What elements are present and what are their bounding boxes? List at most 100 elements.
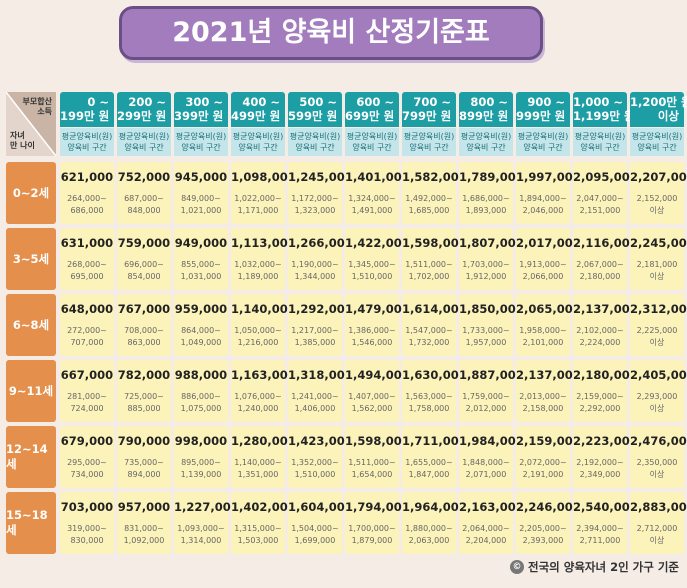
income-column-header: 0 ~ 199만 원 평균양육비(원) 양육비 구간 <box>60 92 114 156</box>
table-cell: 1,850,000 1,733,000~ 1,957,000 <box>459 294 524 356</box>
income-range-label: 1,000 ~ 1,199만 원 <box>573 92 635 127</box>
average-support-value: 1,614,000 <box>402 302 467 316</box>
column-sublabel: 평균양육비(원) 양육비 구간 <box>288 128 342 156</box>
support-range-value: 272,000~ 707,000 <box>67 326 107 347</box>
average-support-value: 2,137,000 <box>573 302 638 316</box>
table-cell: 759,000 696,000~ 854,000 <box>117 228 171 290</box>
average-support-value: 2,246,000 <box>516 500 581 514</box>
average-support-value: 752,000 <box>117 170 171 184</box>
income-column-header: 300 ~ 399만 원 평균양육비(원) 양육비 구간 <box>174 92 228 156</box>
column-sublabel: 평균양육비(원) 양육비 구간 <box>402 128 456 156</box>
table-cell: 988,000 886,000~ 1,075,000 <box>174 360 228 422</box>
table-cell: 1,794,000 1,700,000~ 1,879,000 <box>345 492 410 554</box>
average-support-value: 1,964,000 <box>402 500 467 514</box>
income-column-header: 900 ~ 999만 원 평균양육비(원) 양육비 구간 <box>516 92 570 156</box>
income-column-header: 700 ~ 799만 원 평균양육비(원) 양육비 구간 <box>402 92 456 156</box>
average-support-value: 2,017,000 <box>516 236 581 250</box>
average-support-value: 998,000 <box>174 434 228 448</box>
table-cell: 1,598,000 1,511,000~ 1,702,000 <box>402 228 467 290</box>
support-range-value: 2,072,000~ 2,191,000 <box>519 458 567 479</box>
support-range-value: 2,181,000 이상 <box>636 260 678 281</box>
support-range-value: 1,958,000~ 2,101,000 <box>519 326 567 347</box>
average-support-value: 1,098,000 <box>231 170 296 184</box>
average-support-value: 782,000 <box>117 368 171 382</box>
support-range-value: 725,000~ 885,000 <box>124 392 164 413</box>
average-support-value: 667,000 <box>60 368 114 382</box>
corner-age-label: 자녀 만 나이 <box>10 131 35 150</box>
table-cell: 2,017,000 1,913,000~ 2,066,000 <box>516 228 581 290</box>
support-range-value: 2,225,000 이상 <box>636 326 678 347</box>
table-corner-header: 부모합산 소득 자녀 만 나이 <box>6 92 56 156</box>
average-support-value: 2,180,000 <box>573 368 638 382</box>
table-cell: 1,997,000 1,894,000~ 2,046,000 <box>516 162 581 224</box>
table-cell: 2,065,000 1,958,000~ 2,101,000 <box>516 294 581 356</box>
column-sublabel: 평균양육비(원) 양육비 구간 <box>516 128 570 156</box>
table-cell: 1,266,000 1,190,000~ 1,344,000 <box>288 228 353 290</box>
support-range-value: 2,102,000~ 2,224,000 <box>576 326 624 347</box>
average-support-value: 945,000 <box>174 170 228 184</box>
average-support-value: 790,000 <box>117 434 171 448</box>
average-support-value: 1,598,000 <box>402 236 467 250</box>
support-range-value: 2,047,000~ 2,151,000 <box>576 194 624 215</box>
support-range-value: 1,172,000~ 1,323,000 <box>291 194 339 215</box>
support-range-value: 1,913,000~ 2,066,000 <box>519 260 567 281</box>
table-cell: 2,245,000 2,181,000 이상 <box>630 228 687 290</box>
table-cell: 1,318,000 1,241,000~ 1,406,000 <box>288 360 353 422</box>
diagonal-divider <box>6 92 56 156</box>
support-range-value: 1,190,000~ 1,344,000 <box>291 260 339 281</box>
average-support-value: 1,711,000 <box>402 434 467 448</box>
table-cell: 949,000 855,000~ 1,031,000 <box>174 228 228 290</box>
support-range-value: 1,315,000~ 1,503,000 <box>234 524 282 545</box>
age-row-header: 6~8세 <box>6 294 56 356</box>
table-cell: 703,000 319,000~ 830,000 <box>60 492 114 554</box>
average-support-value: 703,000 <box>60 500 114 514</box>
average-support-value: 2,476,000 <box>630 434 687 448</box>
table-cell: 998,000 895,000~ 1,139,000 <box>174 426 228 488</box>
support-range-value: 1,655,000~ 1,847,000 <box>405 458 453 479</box>
table-cell: 1,598,000 1,511,000~ 1,654,000 <box>345 426 410 488</box>
column-sublabel: 평균양육비(원) 양육비 구간 <box>117 128 171 156</box>
support-range-value: 268,000~ 695,000 <box>67 260 107 281</box>
table-cell: 1,140,000 1,050,000~ 1,216,000 <box>231 294 296 356</box>
average-support-value: 988,000 <box>174 368 228 382</box>
average-support-value: 1,604,000 <box>288 500 353 514</box>
table-cell: 1,887,000 1,759,000~ 2,012,000 <box>459 360 524 422</box>
table-cell: 2,116,000 2,067,000~ 2,180,000 <box>573 228 638 290</box>
table-cell: 679,000 295,000~ 734,000 <box>60 426 114 488</box>
average-support-value: 959,000 <box>174 302 228 316</box>
table-cell: 945,000 849,000~ 1,021,000 <box>174 162 228 224</box>
support-range-value: 2,013,000~ 2,158,000 <box>519 392 567 413</box>
table-cell: 1,401,000 1,324,000~ 1,491,000 <box>345 162 410 224</box>
average-support-value: 1,479,000 <box>345 302 410 316</box>
income-range-label: 0 ~ 199만 원 <box>60 92 114 127</box>
age-row-header: 9~11세 <box>6 360 56 422</box>
support-range-value: 1,880,000~ 2,063,000 <box>405 524 453 545</box>
income-range-label: 1,200만 원 이상 <box>630 92 687 127</box>
average-support-value: 957,000 <box>117 500 171 514</box>
support-range-value: 2,064,000~ 2,204,000 <box>462 524 510 545</box>
table-cell: 2,540,000 2,394,000~ 2,711,000 <box>573 492 638 554</box>
table-cell: 2,180,000 2,159,000~ 2,292,000 <box>573 360 638 422</box>
table-cell: 1,163,000 1,076,000~ 1,240,000 <box>231 360 296 422</box>
average-support-value: 1,266,000 <box>288 236 353 250</box>
income-range-label: 600 ~ 699만 원 <box>345 92 399 127</box>
table-cell: 790,000 735,000~ 894,000 <box>117 426 171 488</box>
table-cell: 1,494,000 1,407,000~ 1,562,000 <box>345 360 410 422</box>
income-column-header: 800 ~ 899만 원 평균양육비(원) 양육비 구간 <box>459 92 513 156</box>
average-support-value: 1,163,000 <box>231 368 296 382</box>
column-sublabel: 평균양육비(원) 양육비 구간 <box>573 128 627 156</box>
average-support-value: 1,402,000 <box>231 500 296 514</box>
support-range-value: 1,733,000~ 1,957,000 <box>462 326 510 347</box>
support-range-value: 1,511,000~ 1,702,000 <box>405 260 453 281</box>
table-cell: 1,604,000 1,504,000~ 1,699,000 <box>288 492 353 554</box>
average-support-value: 767,000 <box>117 302 171 316</box>
support-range-value: 295,000~ 734,000 <box>67 458 107 479</box>
average-support-value: 1,140,000 <box>231 302 296 316</box>
average-support-value: 1,423,000 <box>288 434 353 448</box>
support-range-value: 1,324,000~ 1,491,000 <box>348 194 396 215</box>
table-cell: 1,422,000 1,345,000~ 1,510,000 <box>345 228 410 290</box>
table-cell: 621,000 264,000~ 686,000 <box>60 162 114 224</box>
support-range-value: 1,345,000~ 1,510,000 <box>348 260 396 281</box>
support-range-value: 708,000~ 863,000 <box>124 326 164 347</box>
support-range-value: 264,000~ 686,000 <box>67 194 107 215</box>
